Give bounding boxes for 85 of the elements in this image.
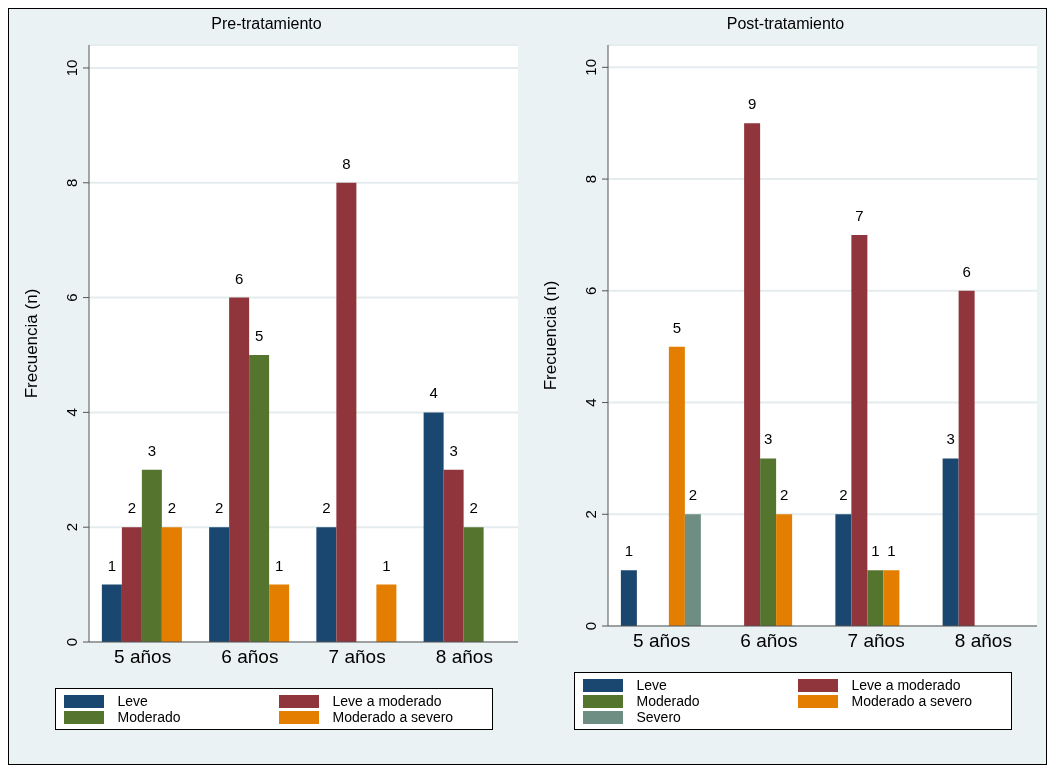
data-label: 5 (672, 318, 682, 336)
y-tick-label: 6 (582, 286, 599, 295)
bar (776, 514, 793, 626)
bar (883, 570, 900, 626)
data-label: 1 (382, 556, 391, 574)
data-label: 1 (624, 542, 634, 560)
data-label: 3 (763, 430, 773, 448)
data-label: 2 (322, 499, 331, 517)
bar (423, 412, 444, 642)
data-label: 2 (839, 486, 848, 504)
y-tick-label: 8 (582, 174, 599, 184)
chart-title: Post-tratamiento (725, 15, 846, 34)
bar (101, 584, 122, 642)
bar (269, 584, 290, 642)
legend-label: Leve (117, 693, 148, 709)
bar (463, 527, 484, 642)
data-label: 5 (254, 326, 264, 344)
data-label: 1 (887, 542, 896, 560)
legend-label: Leve a moderado (332, 693, 442, 709)
legend-label: Moderado (117, 709, 181, 725)
bar (336, 182, 357, 642)
y-tick-label: 4 (582, 398, 599, 407)
bar (229, 297, 250, 642)
bar (668, 346, 685, 626)
data-label: 2 (469, 499, 478, 517)
bar (316, 527, 337, 642)
data-label: 6 (234, 269, 244, 287)
bar (376, 584, 397, 642)
x-tick-label: 7 años (328, 646, 386, 668)
data-label: 3 (946, 430, 955, 448)
legend-label: Severo (636, 709, 681, 725)
bar (835, 514, 852, 626)
data-label: 1 (274, 556, 284, 574)
bar (121, 527, 142, 642)
data-label: 8 (342, 154, 351, 172)
data-label: 9 (747, 95, 757, 113)
bar (942, 458, 959, 626)
data-label: 6 (962, 262, 971, 280)
data-label: 2 (779, 486, 789, 504)
data-label: 3 (449, 441, 458, 459)
bar (161, 527, 182, 642)
y-tick-label: 6 (63, 293, 80, 302)
chart-title: Pre-tratamiento (210, 15, 323, 34)
data-label: 2 (127, 499, 137, 517)
x-tick-label: 6 años (740, 630, 798, 652)
data-label: 4 (429, 384, 438, 402)
legend-label: Leve (636, 677, 667, 693)
bar (620, 570, 637, 626)
legend-label: Moderado (636, 693, 700, 709)
x-tick-label: 6 años (221, 646, 279, 668)
data-label: 2 (688, 486, 698, 504)
data-label: 2 (167, 499, 177, 517)
y-tick-label: 2 (582, 510, 599, 519)
legend-label: Moderado a severo (332, 709, 454, 725)
x-tick-label: 8 años (435, 646, 493, 668)
bar (443, 469, 464, 642)
y-axis-title: Frecuencia (n) (541, 280, 561, 391)
bar (851, 234, 868, 626)
y-tick-label: 8 (63, 178, 80, 187)
bar (958, 290, 975, 626)
bar (249, 354, 270, 642)
y-tick-label: 0 (63, 637, 80, 647)
x-tick-label: 5 años (114, 646, 172, 668)
data-label: 2 (214, 499, 224, 517)
bar (209, 527, 230, 642)
data-label: 1 (871, 542, 880, 560)
bar (744, 123, 761, 626)
bar (141, 469, 162, 642)
data-label: 7 (855, 206, 864, 224)
y-tick-label: 10 (582, 59, 599, 76)
y-tick-label: 10 (63, 59, 80, 77)
legend-label: Moderado a severo (851, 693, 973, 709)
bar (684, 514, 701, 626)
y-tick-label: 2 (63, 523, 80, 532)
bar (867, 570, 884, 626)
y-tick-label: 4 (63, 408, 80, 417)
legend-label: Leve a moderado (851, 677, 961, 693)
x-tick-label: 8 años (954, 630, 1012, 652)
data-label: 3 (147, 441, 157, 459)
y-tick-label: 0 (582, 621, 599, 631)
bar (760, 458, 777, 626)
y-axis-title: Frecuencia (n) (22, 288, 42, 399)
x-tick-label: 7 años (847, 630, 905, 652)
data-label: 1 (107, 556, 117, 574)
x-tick-label: 5 años (633, 630, 691, 652)
